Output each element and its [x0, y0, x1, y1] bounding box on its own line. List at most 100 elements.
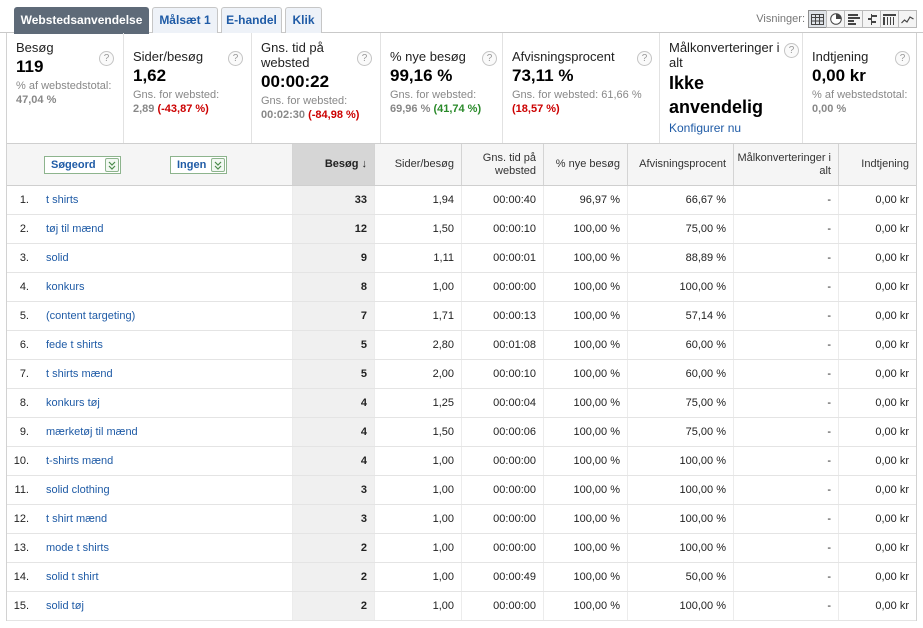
chevron-down-icon — [211, 158, 225, 172]
help-icon[interactable]: ? — [357, 51, 372, 66]
cell-visits: 7 — [292, 302, 374, 330]
cell-bounce-rate: 66,67 % — [627, 186, 733, 214]
header-revenue[interactable]: Indtjening — [838, 144, 916, 185]
help-icon[interactable]: ? — [99, 51, 114, 66]
cell-visits: 3 — [292, 476, 374, 504]
cell-bounce-rate: 100,00 % — [627, 534, 733, 562]
table-row: 14. solid t shirt 2 1,00 00:00:49 100,00 % 50,… — [7, 563, 916, 592]
cell-revenue: 0,00 kr — [838, 302, 916, 330]
cell-new-visits: 100,00 % — [543, 534, 627, 562]
table-row: 3. solid 9 1,11 00:00:01 100,00 % 88,89 % -0,00… — [7, 244, 916, 273]
cell-visits: 5 — [292, 360, 374, 388]
keyword-link[interactable]: mode t shirts — [46, 542, 109, 554]
comparison-view-icon[interactable] — [862, 10, 881, 28]
keyword-link[interactable]: solid clothing — [46, 484, 110, 496]
row-index: 14. — [13, 571, 29, 583]
sort-arrow-icon: ↓ — [361, 158, 368, 170]
cell-new-visits: 100,00 % — [543, 476, 627, 504]
cell-revenue: 0,00 kr — [838, 418, 916, 446]
cell-visits: 12 — [292, 215, 374, 243]
keyword-link[interactable]: solid t shirt — [46, 571, 99, 583]
row-index: 6. — [19, 339, 29, 351]
metric-new-visits: % nye besøg 99,16 % Gns. for websted: 69… — [381, 33, 503, 143]
cell-goal-conversions: - — [733, 447, 838, 475]
metric-value: 1,62 — [133, 66, 167, 85]
metric-change: (-84,98 %) — [308, 109, 360, 121]
keyword-link[interactable]: t shirts mænd — [46, 368, 113, 380]
table-row: 6. fede t shirts 5 2,80 00:01:08 100,00 % 60,0… — [7, 331, 916, 360]
row-index: 5. — [19, 310, 29, 322]
cell-revenue: 0,00 kr — [838, 273, 916, 301]
help-icon[interactable]: ? — [784, 43, 799, 58]
cell-goal-conversions: - — [733, 360, 838, 388]
summary-metrics: Besøg 119 % af webstedstotal: 47,04 % ? … — [6, 33, 917, 143]
header-new-visits[interactable]: % nye besøg — [543, 144, 627, 185]
cell-pages-per-visit: 1,00 — [374, 534, 461, 562]
tab-clicks[interactable]: Klik — [285, 7, 322, 33]
pie-view-icon[interactable] — [826, 10, 845, 28]
keyword-link[interactable]: tøj til mænd — [46, 223, 104, 235]
tab-ecommerce[interactable]: E-handel — [221, 7, 282, 33]
configure-now-link[interactable]: Konfigurer nu — [669, 121, 742, 135]
cell-bounce-rate: 60,00 % — [627, 331, 733, 359]
trend-view-icon[interactable] — [898, 10, 917, 28]
metric-site-avg: 00:02:30 — [261, 109, 306, 121]
metric-title: Sider/besøg — [133, 49, 204, 64]
keyword-link[interactable]: t shirt mænd — [46, 513, 108, 525]
cell-visits: 33 — [292, 186, 374, 214]
cell-bounce-rate: 60,00 % — [627, 360, 733, 388]
metric-visits: Besøg 119 % af webstedstotal: 47,04 % ? — [7, 33, 124, 143]
row-index: 12. — [13, 513, 29, 525]
cell-bounce-rate: 100,00 % — [627, 476, 733, 504]
cell-goal-conversions: - — [733, 476, 838, 504]
metric-value: 0,00 kr — [812, 66, 866, 85]
secondary-dimension-select[interactable]: Ingen — [170, 156, 227, 174]
keyword-link[interactable]: solid — [46, 252, 69, 264]
keyword-link[interactable]: t shirts — [46, 194, 79, 206]
tab-site-usage[interactable]: Webstedsanvendelse — [14, 7, 149, 34]
table-row: 4. konkurs 8 1,00 00:00:00 100,00 % 100,00 % -0… — [7, 273, 916, 302]
header-bounce-rate[interactable]: Afvisningsprocent — [627, 144, 733, 185]
metric-subtitle: Gns. for websted: — [390, 89, 477, 101]
metric-title: Målkonverteringer i alt — [669, 40, 780, 70]
keyword-link[interactable]: solid tøj — [46, 600, 84, 612]
help-icon[interactable]: ? — [895, 51, 910, 66]
tab-goal-set-1[interactable]: Målsæt 1 — [152, 7, 218, 33]
cell-new-visits: 100,00 % — [543, 447, 627, 475]
cell-bounce-rate: 75,00 % — [627, 418, 733, 446]
help-icon[interactable]: ? — [637, 51, 652, 66]
help-icon[interactable]: ? — [228, 51, 243, 66]
pivot-view-icon[interactable] — [880, 10, 899, 28]
cell-goal-conversions: - — [733, 244, 838, 272]
cell-pages-per-visit: 1,11 — [374, 244, 461, 272]
cell-pages-per-visit: 1,25 — [374, 389, 461, 417]
keyword-link[interactable]: mærketøj til mænd — [46, 426, 138, 438]
table-view-icon[interactable] — [808, 10, 827, 28]
keyword-link[interactable]: fede t shirts — [46, 339, 103, 351]
cell-bounce-rate: 100,00 % — [627, 505, 733, 533]
keyword-link[interactable]: konkurs tøj — [46, 397, 100, 409]
metric-subtitle: Gns. for websted: — [261, 95, 348, 107]
row-index: 7. — [19, 368, 29, 380]
cell-avg-time: 00:00:00 — [461, 476, 543, 504]
keyword-link[interactable]: t-shirts mænd — [46, 455, 114, 467]
metric-value: 73,11 % — [512, 66, 574, 85]
header-goal-conversions[interactable]: Målkonverteringer i alt — [733, 144, 838, 185]
help-icon[interactable]: ? — [482, 51, 497, 66]
primary-dimension-select[interactable]: Søgeord — [44, 156, 121, 174]
metric-value: 99,16 % — [390, 66, 453, 85]
header-pages-per-visit[interactable]: Sider/besøg — [374, 144, 461, 185]
cell-goal-conversions: - — [733, 534, 838, 562]
keyword-link[interactable]: (content targeting) — [46, 310, 136, 322]
metric-change: (18,57 %) — [512, 103, 560, 115]
cell-visits: 2 — [292, 534, 374, 562]
header-avg-time[interactable]: Gns. tid på websted — [461, 144, 543, 185]
report-tab-bar: Webstedsanvendelse Målsæt 1 E-handel Kli… — [0, 0, 923, 34]
row-index: 11. — [14, 484, 29, 496]
metric-title: Gns. tid på websted — [261, 40, 324, 70]
bar-view-icon[interactable] — [844, 10, 863, 28]
header-visits[interactable]: Besøg ↓ — [292, 144, 374, 185]
keyword-link[interactable]: konkurs — [46, 281, 85, 293]
cell-new-visits: 100,00 % — [543, 360, 627, 388]
row-index: 8. — [19, 397, 29, 409]
